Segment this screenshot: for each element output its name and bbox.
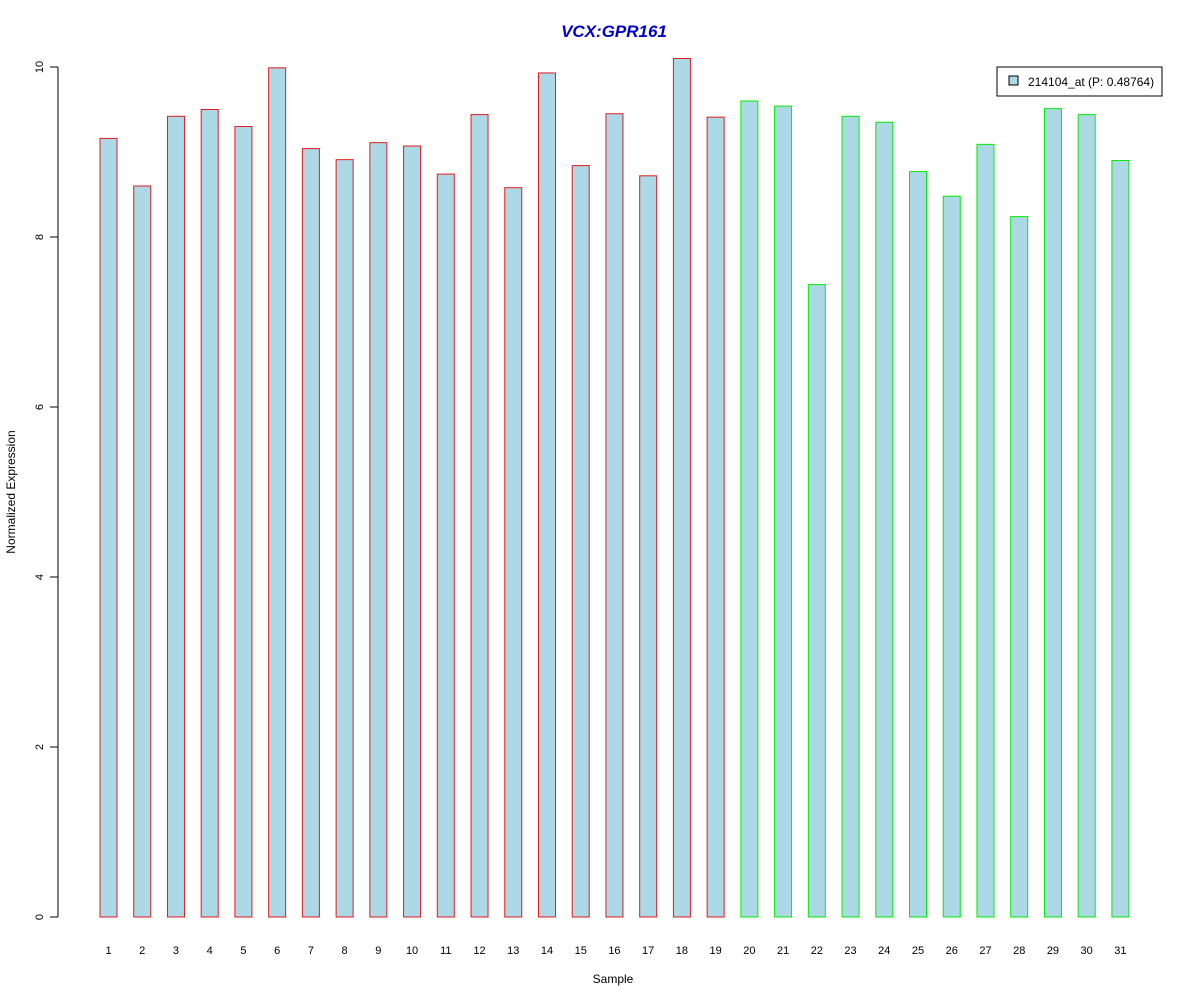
legend-box bbox=[996, 66, 1163, 97]
bar-sample-21 bbox=[774, 105, 793, 918]
x-tick-label: 16 bbox=[608, 945, 620, 957]
y-tick-label: 10 bbox=[34, 61, 46, 73]
x-tick-label: 5 bbox=[240, 945, 246, 957]
x-tick-label: 27 bbox=[979, 945, 991, 957]
bar-sample-9 bbox=[369, 142, 388, 918]
x-tick-label: 9 bbox=[375, 945, 381, 957]
bar-sample-19 bbox=[706, 116, 725, 918]
y-tick-label: 0 bbox=[34, 914, 46, 920]
chart-title: VCX:GPR161 bbox=[561, 22, 667, 41]
x-axis-label: Sample bbox=[593, 972, 634, 986]
x-tick-label: 1 bbox=[105, 945, 111, 957]
bar-sample-2 bbox=[133, 185, 152, 918]
x-tick-label: 11 bbox=[440, 945, 451, 957]
x-tick-label: 30 bbox=[1081, 945, 1093, 957]
x-tick-label: 13 bbox=[507, 945, 519, 957]
x-tick-label: 7 bbox=[308, 945, 314, 957]
y-tick-label: 4 bbox=[34, 574, 46, 580]
bar-sample-15 bbox=[571, 165, 590, 918]
bar-sample-25 bbox=[909, 171, 928, 918]
bar-sample-11 bbox=[436, 173, 455, 918]
legend: 214104_at (P: 0.48764) bbox=[996, 66, 1163, 97]
bar-sample-29 bbox=[1043, 108, 1062, 918]
bar-sample-7 bbox=[301, 148, 320, 918]
y-axis-ticks: 0 2 4 6 8 10 bbox=[34, 61, 58, 920]
bar-sample-17 bbox=[639, 175, 658, 918]
bar-sample-5 bbox=[234, 126, 253, 918]
x-tick-label: 20 bbox=[743, 945, 755, 957]
y-tick-label: 6 bbox=[34, 404, 46, 410]
bar-sample-20 bbox=[740, 100, 759, 918]
bar-sample-13 bbox=[504, 187, 523, 918]
bar-sample-12 bbox=[470, 114, 489, 918]
x-tick-label: 28 bbox=[1013, 945, 1025, 957]
y-axis-label: Normalized Expression bbox=[4, 430, 18, 553]
y-tick-label: 2 bbox=[34, 744, 46, 750]
x-tick-label: 15 bbox=[575, 945, 587, 957]
bar-sample-10 bbox=[403, 145, 422, 918]
bar-sample-23 bbox=[841, 115, 860, 918]
bar-sample-18 bbox=[672, 58, 691, 918]
x-tick-label: 22 bbox=[811, 945, 823, 957]
bar-sample-30 bbox=[1077, 114, 1096, 918]
bar-sample-28 bbox=[1010, 216, 1029, 918]
x-tick-label: 31 bbox=[1114, 945, 1126, 957]
y-tick-label: 8 bbox=[34, 234, 46, 240]
legend-label: 214104_at (P: 0.48764) bbox=[1028, 75, 1154, 89]
bar-sample-24 bbox=[875, 121, 894, 918]
x-tick-label: 17 bbox=[642, 945, 654, 957]
x-tick-label: 14 bbox=[541, 945, 553, 957]
x-tick-label: 24 bbox=[878, 945, 890, 957]
x-tick-label: 3 bbox=[173, 945, 179, 957]
x-tick-label: 12 bbox=[473, 945, 485, 957]
x-tick-label: 19 bbox=[710, 945, 722, 957]
x-tick-label: 4 bbox=[207, 945, 213, 957]
bar-sample-6 bbox=[268, 67, 287, 918]
bar-sample-22 bbox=[807, 284, 826, 918]
x-tick-label: 25 bbox=[912, 945, 924, 957]
x-tick-label: 23 bbox=[844, 945, 856, 957]
bar-sample-3 bbox=[166, 115, 185, 918]
x-tick-label: 21 bbox=[777, 945, 789, 957]
bar-sample-1 bbox=[99, 137, 118, 918]
bar-sample-31 bbox=[1111, 160, 1130, 918]
x-tick-label: 10 bbox=[406, 945, 418, 957]
legend-swatch bbox=[1008, 75, 1019, 86]
bars bbox=[99, 58, 1130, 918]
bar-sample-27 bbox=[976, 143, 995, 918]
x-axis-tick-labels: 1 2 3 4 5 6 7 8 9 10 11 12 13 14 15 16 17 18 19 20 21 22 23 24 2… bbox=[105, 945, 1126, 957]
bar-sample-26 bbox=[942, 195, 961, 918]
x-tick-label: 26 bbox=[946, 945, 958, 957]
x-tick-label: 6 bbox=[274, 945, 280, 957]
bar-sample-16 bbox=[605, 113, 624, 918]
x-tick-label: 29 bbox=[1047, 945, 1059, 957]
x-tick-label: 18 bbox=[676, 945, 688, 957]
x-tick-label: 8 bbox=[342, 945, 348, 957]
bar-sample-4 bbox=[200, 109, 219, 918]
x-tick-label: 2 bbox=[139, 945, 145, 957]
bar-sample-8 bbox=[335, 159, 354, 918]
bar-sample-14 bbox=[537, 72, 556, 918]
